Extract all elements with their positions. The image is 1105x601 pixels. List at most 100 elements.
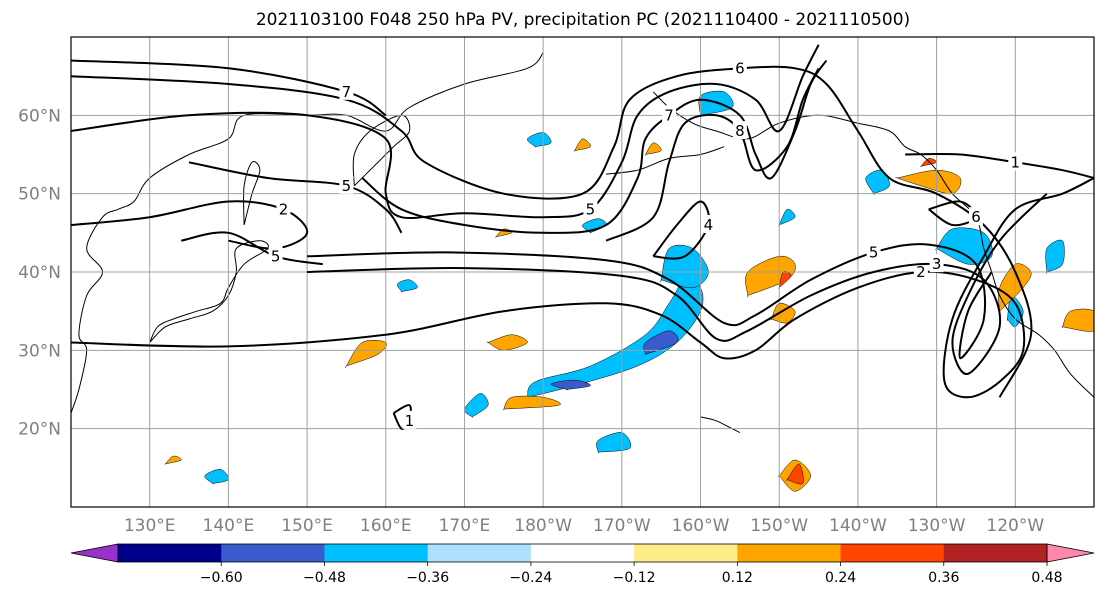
colorbar-label: −0.36 (406, 570, 449, 586)
precip-patch (486, 334, 528, 351)
contour-label-bg (701, 215, 716, 233)
colorbar-swatch (427, 544, 532, 562)
coastline-sakhalin (243, 161, 261, 226)
pv-contour-line (181, 231, 323, 266)
contour-label: 1 (405, 412, 415, 430)
contour-label-bg (339, 175, 354, 194)
longitude-label: 170°E (439, 516, 491, 536)
contour-label-bg (732, 58, 747, 77)
contour-label-bg (276, 199, 291, 218)
colorbar-swatch (324, 544, 429, 562)
latitude-label: 60°N (18, 106, 61, 126)
contour-label-bg (913, 262, 928, 280)
contour-label: 3 (932, 255, 942, 273)
contour-label-bg (339, 81, 354, 100)
contour-label-bg (866, 242, 881, 261)
latitude-label: 50°N (18, 185, 61, 205)
longitude-label: 140°W (829, 516, 887, 536)
contour-label: 5 (342, 177, 352, 195)
contour-label-bg (968, 207, 983, 226)
gridlines (71, 37, 1094, 507)
precip-patch (644, 142, 662, 156)
pv-contour-line (71, 59, 387, 117)
longitude-label: 120°W (986, 516, 1044, 536)
colorbar-label: −0.48 (303, 570, 346, 586)
coastline-kamchatka (352, 114, 411, 187)
latitude-label: 30°N (18, 341, 61, 361)
contour-label-bg (402, 410, 417, 429)
colorbar-label: 0.24 (825, 570, 856, 586)
longitude-label: 160°W (672, 516, 730, 536)
precip-patch (920, 158, 937, 168)
precip-patch (527, 132, 552, 148)
longitude-label: 160°E (360, 516, 412, 536)
longitude-label: 130°W (908, 516, 966, 536)
precip-patch (1045, 239, 1065, 274)
contour-label: 7 (664, 106, 674, 124)
contour-label-bg (662, 105, 677, 124)
colorbar-swatch (943, 544, 1048, 562)
colorbar-label: −0.24 (509, 570, 552, 586)
precip-patch (502, 395, 561, 411)
coastline-hawaii (700, 416, 741, 434)
precip-patch (204, 469, 229, 485)
precip-patch (1061, 308, 1094, 332)
longitude-label: 140°E (203, 516, 255, 536)
colorbar-label: −0.60 (200, 570, 243, 586)
coastline-aleutians (606, 146, 725, 175)
precip-patch (778, 208, 796, 227)
contour-label-bg (1008, 152, 1023, 171)
colorbar-outline (117, 543, 1048, 563)
colorbar-label: 0.48 (1031, 570, 1062, 586)
colorbar-label: 0.12 (722, 570, 753, 586)
contour-label: 1 (1011, 153, 1021, 171)
coastline-japan (149, 240, 269, 343)
contour-label: 5 (869, 243, 879, 261)
colorbar-swatch (530, 544, 635, 562)
precip-patch (164, 455, 182, 465)
precipitation-layer (164, 90, 1094, 492)
longitude-label: 150°E (281, 516, 333, 536)
precip-patch (865, 169, 890, 196)
map-frame (70, 36, 1095, 508)
precip-patch (573, 138, 591, 152)
precip-patch (397, 279, 418, 293)
contour-label: 2 (916, 263, 926, 281)
precip-patch (643, 330, 679, 356)
contour-label: 5 (271, 247, 281, 265)
pv-contour-line (307, 192, 1048, 375)
map-title: 2021103100 F048 250 hPa PV, precipitatio… (256, 10, 910, 30)
pv-contour-line (307, 243, 993, 360)
precip-patch (345, 340, 387, 368)
longitude-label: 170°W (593, 516, 651, 536)
colorbar-extend-high (1046, 543, 1095, 563)
pv-contour-line (652, 200, 711, 260)
colorbar-swatch (840, 544, 945, 562)
pv-contour-line (71, 44, 820, 219)
contour-label-bg (583, 199, 598, 218)
contour-label: 6 (971, 208, 981, 226)
longitude-label: 180°W (514, 516, 572, 536)
colorbar-extend-low (70, 543, 119, 563)
contour-label-bg (929, 254, 944, 273)
colorbar-swatch (221, 544, 325, 562)
colorbar: −0.60 −0.48 −0.36 −0.24 −0.12 0.12 0.24 0.36 0.4… (70, 543, 1095, 586)
precip-patch (785, 463, 804, 485)
contour-label-bg (732, 121, 747, 139)
longitude-tick-labels: 130°E 140°E 150°E 160°E 170°E 180°W 170°W 160°W… (124, 516, 1045, 536)
latitude-tick-labels: 20°N 30°N 40°N 50°N 60°N (18, 106, 61, 439)
contour-label: 6 (735, 59, 745, 77)
latitude-label: 20°N (18, 420, 61, 440)
contour-label: 7 (342, 83, 352, 101)
longitude-label: 130°E (124, 516, 176, 536)
contour-label: 2 (279, 200, 289, 218)
contour-label: 4 (704, 216, 714, 234)
longitude-label: 150°W (750, 516, 808, 536)
precip-patch (464, 393, 489, 418)
pv-contour-line (71, 177, 1094, 399)
contour-label: 5 (586, 200, 596, 218)
colorbar-swatch (634, 544, 738, 562)
pv-contour-line (605, 67, 820, 242)
